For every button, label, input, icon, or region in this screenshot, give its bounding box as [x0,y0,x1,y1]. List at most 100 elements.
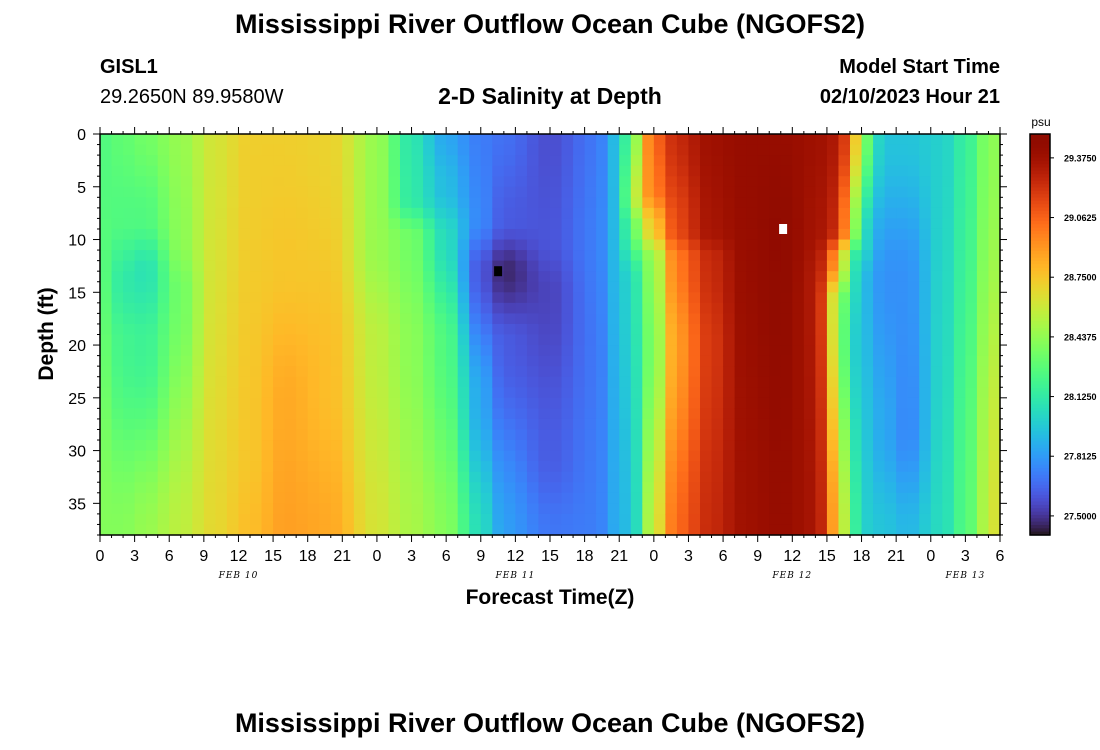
heatmap-cell [111,281,124,293]
colorbar-swatch [1030,384,1050,389]
heatmap-cell [676,387,690,399]
heatmap-cell [226,471,240,483]
heatmap-cell [769,323,782,336]
heatmap-cell [457,366,470,378]
heatmap-cell [676,302,690,314]
heatmap-cell [180,524,193,536]
heatmap-cell [307,418,320,431]
heatmap-cell [896,218,909,230]
heatmap-cell [815,271,828,283]
heatmap-cell [919,440,932,452]
heatmap-cell [423,524,436,536]
heatmap-cell [619,366,632,378]
heatmap-cell [146,228,159,241]
heatmap-cell [653,228,666,241]
heatmap-cell [215,323,228,336]
heatmap-cell [665,345,678,357]
heatmap-cell [296,281,309,293]
heatmap-cell [180,397,193,409]
heatmap-cell [850,250,863,262]
heatmap-cell [711,165,724,177]
heatmap-cell [261,239,274,251]
heatmap-cell [226,503,240,515]
heatmap-cell [215,450,228,462]
heatmap-cell [538,271,551,283]
heatmap-cell [723,450,736,462]
heatmap-cell [792,313,805,325]
heatmap-cell [596,155,609,167]
heatmap-cell [123,165,136,177]
heatmap-cell [619,397,632,409]
heatmap-cell [319,345,332,357]
heatmap-cell [988,513,1001,526]
heatmap-cell [342,292,355,304]
heatmap-cell [723,471,736,483]
heatmap-cell [192,513,205,526]
colorbar-swatch [1030,314,1050,319]
heatmap-cell [503,218,516,230]
colorbar-swatch [1030,511,1050,516]
heatmap-cell [942,387,955,399]
heatmap-cell [434,503,447,515]
heatmap-cell [388,165,401,177]
heatmap-cell [884,334,897,346]
heatmap-cell [123,334,136,346]
heatmap-cell [838,513,851,526]
heatmap-cell [596,503,609,515]
heatmap-cell [215,366,228,378]
heatmap-cell [146,397,159,409]
heatmap-cell [342,482,355,494]
heatmap-cell [596,440,609,452]
x-tick-label: 3 [961,548,970,565]
heatmap-cell [803,260,816,272]
heatmap-cell [446,492,459,504]
heatmap-cell [400,302,413,314]
heatmap-cell [469,450,482,462]
heatmap-cell [261,482,274,494]
heatmap-cell [573,292,586,304]
heatmap-cell [550,503,563,515]
heatmap-cell [896,186,909,198]
heatmap-cell [850,429,863,441]
heatmap-cell [861,492,874,504]
heatmap-cell [976,176,990,188]
heatmap-cell [284,165,297,177]
heatmap-cell [469,513,482,526]
heatmap-cell [607,186,620,198]
heatmap-cell [953,387,966,399]
heatmap-cell [353,345,366,357]
heatmap-cell [365,355,378,367]
heatmap-cell [353,366,366,378]
heatmap-cell [169,345,182,357]
heatmap-cell [780,408,793,420]
model-start-value: 02/10/2023 Hour 21 [819,86,1000,108]
heatmap-cell [607,503,620,515]
heatmap-cell [192,461,205,473]
heatmap-cell [838,250,851,262]
heatmap-cell [330,292,343,304]
heatmap-cell [261,197,274,209]
heatmap-cell [780,492,793,504]
heatmap-cell [261,313,274,325]
heatmap-cell [123,366,136,378]
heatmap-cell [307,355,320,367]
heatmap-cell [838,271,851,283]
heatmap-cell [157,292,170,304]
colorbar-swatch [1030,458,1050,463]
heatmap-cell [965,376,978,388]
heatmap-cell [342,376,355,388]
heatmap-cell [376,450,390,462]
heatmap-cell [930,176,943,188]
heatmap-cell [365,471,378,483]
heatmap-cell [330,155,343,167]
heatmap-cell [596,165,609,177]
heatmap-cell [930,134,943,146]
heatmap-cell [365,524,378,536]
heatmap-cell [203,376,216,388]
heatmap-cell [296,144,309,156]
heatmap-cell [215,155,228,167]
heatmap-cell [584,271,597,283]
heatmap-cell [192,218,205,230]
heatmap-cell [469,376,482,388]
heatmap-cell [515,345,528,357]
